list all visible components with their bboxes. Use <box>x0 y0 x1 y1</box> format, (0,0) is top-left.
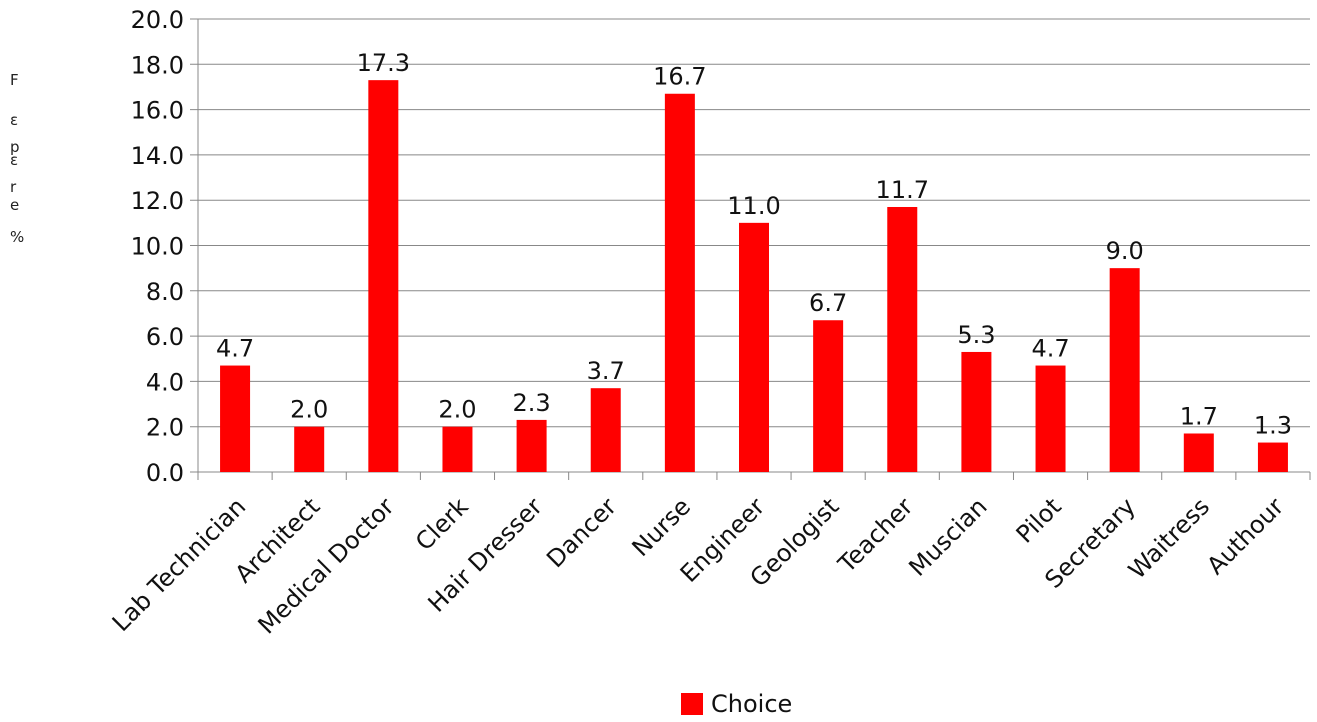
x-tick-label: Medical Doctor <box>253 492 400 639</box>
data-label: 3.7 <box>587 357 625 385</box>
x-tick-label: Nurse <box>627 492 697 562</box>
bar <box>516 419 547 472</box>
data-label: 11.7 <box>876 176 929 204</box>
y-tick-label: 4.0 <box>146 368 184 396</box>
bar <box>220 365 251 472</box>
x-tick-label: Authour <box>1201 492 1289 580</box>
data-label: 2.3 <box>513 389 551 417</box>
data-label: 4.7 <box>1031 335 1069 363</box>
data-label: 16.7 <box>653 63 706 91</box>
bar <box>1035 365 1066 472</box>
y-tick-label: 2.0 <box>146 414 184 442</box>
y-axis-label-fragment: r <box>10 178 17 196</box>
y-tick-label: 8.0 <box>146 278 184 306</box>
y-tick-label: 18.0 <box>131 51 184 79</box>
x-tick-label: Muscian <box>903 492 992 581</box>
y-tick-label: 20.0 <box>131 6 184 34</box>
data-label: 17.3 <box>357 49 410 77</box>
value-labels: 4.7 2.0 17.3 2.0 2.3 3.7 16.7 11.0 6.7 11.7 5.3 4.7… <box>216 49 1292 439</box>
y-axis-label-fragment: ε <box>10 151 19 169</box>
y-tick-label: 14.0 <box>131 142 184 170</box>
y-tick-label: 6.0 <box>146 323 184 351</box>
bar <box>739 222 769 472</box>
x-tick-label: Teacher <box>832 492 918 578</box>
legend-label: Choice <box>711 690 793 718</box>
bar <box>294 426 325 472</box>
data-label: 1.3 <box>1254 412 1292 440</box>
y-tick-label: 10.0 <box>131 233 184 261</box>
bar <box>1109 268 1140 472</box>
bar <box>368 80 399 472</box>
data-label: 2.0 <box>290 396 328 424</box>
x-tick-label: Pilot <box>1011 492 1067 548</box>
y-tick-label: 12.0 <box>131 187 184 215</box>
y-tick-labels: 0.0 2.0 4.0 6.0 8.0 10.0 12.0 14.0 16.0 18.0 20.0 <box>131 6 184 487</box>
bar <box>961 351 992 472</box>
bar <box>813 320 844 472</box>
bars <box>220 80 1288 473</box>
data-label: 6.7 <box>809 289 847 317</box>
y-axis-label-fragment: % <box>10 228 25 246</box>
bar <box>590 388 621 472</box>
bar <box>442 426 473 472</box>
bar <box>1257 442 1288 472</box>
legend: Choice <box>681 690 792 718</box>
bar <box>1183 433 1214 472</box>
x-tick-label: Dancer <box>541 492 622 573</box>
data-label: 2.0 <box>438 396 476 424</box>
data-label: 4.7 <box>216 335 254 363</box>
data-label: 9.0 <box>1106 237 1144 265</box>
data-label: 11.0 <box>727 192 780 220</box>
y-tick-label: 0.0 <box>146 459 184 487</box>
y-axis-label-fragment: p <box>10 138 20 156</box>
y-tick-label: 16.0 <box>131 97 184 125</box>
legend-swatch <box>681 693 703 715</box>
bar <box>664 93 695 473</box>
y-axis-label-fragment: e <box>10 196 20 214</box>
x-tick-label: Clerk <box>410 492 474 556</box>
y-axis-label-fragment: F <box>10 71 19 89</box>
x-tick-label: Waitress <box>1123 492 1215 584</box>
axes <box>197 19 1311 480</box>
data-label: 1.7 <box>1180 402 1218 430</box>
x-tick-label: Lab Technician <box>107 492 252 637</box>
bar <box>887 206 918 472</box>
y-axis-label-fragment: ε <box>10 111 19 129</box>
data-label: 5.3 <box>957 321 995 349</box>
